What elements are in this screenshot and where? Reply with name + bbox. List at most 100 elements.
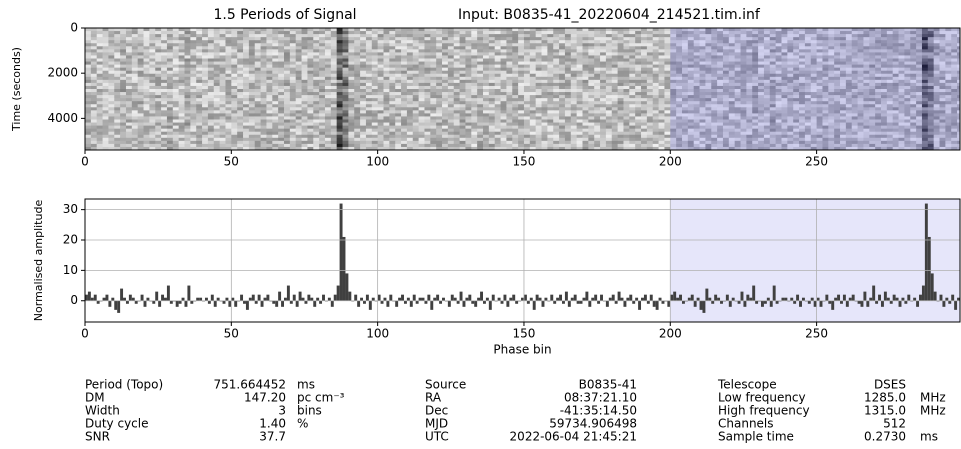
heatmap-cell	[389, 76, 396, 81]
heatmap-cell	[699, 70, 706, 75]
heatmap-cell	[605, 64, 613, 69]
heatmap-cell	[769, 46, 777, 50]
heatmap-cell	[172, 125, 180, 130]
heatmap-cell	[125, 34, 133, 38]
heatmap-cell	[617, 70, 624, 75]
heatmap-cell	[266, 34, 273, 38]
heatmap-cell	[641, 98, 648, 102]
heatmap-cell	[108, 64, 115, 69]
heatmap-cell	[670, 46, 677, 50]
heatmap-cell	[202, 125, 209, 130]
heatmap-cell	[875, 46, 882, 50]
heatmap-cell	[658, 119, 665, 123]
heatmap-cell	[623, 61, 630, 65]
heatmap-cell	[149, 49, 156, 53]
heatmap-cell	[617, 46, 624, 50]
heatmap-cell	[564, 64, 572, 69]
heatmap-cell	[910, 104, 917, 108]
heatmap-cell	[114, 70, 121, 75]
heatmap-cell	[594, 113, 601, 117]
heatmap-cell	[161, 67, 168, 72]
heatmap-cell	[518, 116, 525, 120]
heatmap-cell	[336, 76, 343, 81]
heatmap-cell	[705, 104, 712, 108]
heatmap-cell	[752, 82, 759, 87]
heatmap-cell	[810, 28, 818, 32]
heatmap-cell	[582, 67, 589, 72]
heatmap-cell	[840, 82, 847, 87]
heatmap-cell	[330, 40, 338, 44]
heatmap-cell	[851, 95, 858, 99]
heatmap-cell	[219, 70, 226, 75]
heatmap-cell	[582, 85, 589, 90]
heatmap-cell	[401, 101, 408, 105]
heatmap-cell	[617, 119, 624, 123]
heatmap-cell	[845, 76, 853, 81]
heatmap-cell	[646, 79, 654, 84]
heatmap-cell	[342, 73, 349, 78]
heatmap-cell	[371, 46, 379, 50]
heatmap-cell	[207, 119, 215, 123]
heatmap-cell	[360, 76, 367, 81]
heatmap-cell	[875, 31, 882, 35]
heatmap-cell	[728, 73, 736, 78]
heatmap-cell	[910, 58, 917, 62]
heatmap-cell	[459, 110, 466, 114]
heatmap-cell	[494, 104, 501, 108]
heatmap-cell	[541, 58, 548, 62]
heatmap-cell	[564, 58, 572, 62]
heatmap-cell	[190, 31, 197, 35]
heatmap-cell	[886, 49, 894, 53]
heatmap-cell	[254, 85, 261, 90]
heatmap-cell	[904, 98, 911, 102]
heatmap-cell	[763, 49, 771, 53]
heatmap-cell	[781, 64, 788, 69]
heatmap-cell	[149, 76, 156, 81]
heatmap-cell	[143, 95, 150, 99]
heatmap-cell	[734, 101, 741, 105]
heatmap-cell	[190, 89, 197, 93]
heatmap-cell	[125, 52, 133, 56]
heatmap-cell	[916, 37, 923, 41]
heatmap-cell	[289, 67, 297, 72]
heatmap-cell	[278, 34, 285, 38]
heatmap-cell	[687, 61, 695, 65]
heatmap-cell	[471, 46, 478, 50]
heatmap-cell	[857, 92, 864, 96]
heatmap-cell	[137, 98, 144, 102]
heatmap-cell	[225, 43, 232, 47]
heatmap-cell	[254, 73, 261, 78]
heatmap-cell	[717, 82, 724, 87]
heatmap-cell	[582, 40, 589, 44]
heatmap-cell	[664, 104, 671, 108]
heatmap-cell	[202, 28, 209, 32]
heatmap-cell	[237, 104, 244, 108]
heatmap-cell	[518, 43, 525, 47]
heatmap-cell	[512, 61, 519, 65]
heatmap-cell	[927, 89, 935, 93]
heatmap-cell	[289, 104, 297, 108]
heatmap-cell	[283, 73, 291, 78]
heatmap-cell	[371, 37, 379, 41]
heatmap-cell	[705, 61, 712, 65]
heatmap-cell	[202, 34, 209, 38]
heatmap-cell	[863, 113, 870, 117]
heatmap-cell	[436, 104, 443, 108]
heatmap-cell	[190, 116, 197, 120]
heatmap-cell	[430, 73, 437, 78]
heatmap-cell	[869, 107, 876, 111]
heatmap-cell	[102, 98, 109, 102]
heatmap-cell	[418, 89, 425, 93]
heatmap-cell	[360, 104, 367, 108]
heatmap-cell	[810, 92, 818, 96]
heatmap-cell	[248, 89, 256, 93]
heatmap-cell	[652, 40, 659, 44]
heatmap-cell	[178, 76, 185, 81]
heatmap-cell	[840, 107, 847, 111]
heatmap-cell	[395, 110, 402, 114]
heatmap-cell	[125, 110, 133, 114]
heatmap-cell	[810, 116, 818, 120]
heatmap-cell	[477, 116, 484, 120]
heatmap-cell	[728, 28, 736, 32]
heatmap-cell	[547, 95, 554, 99]
